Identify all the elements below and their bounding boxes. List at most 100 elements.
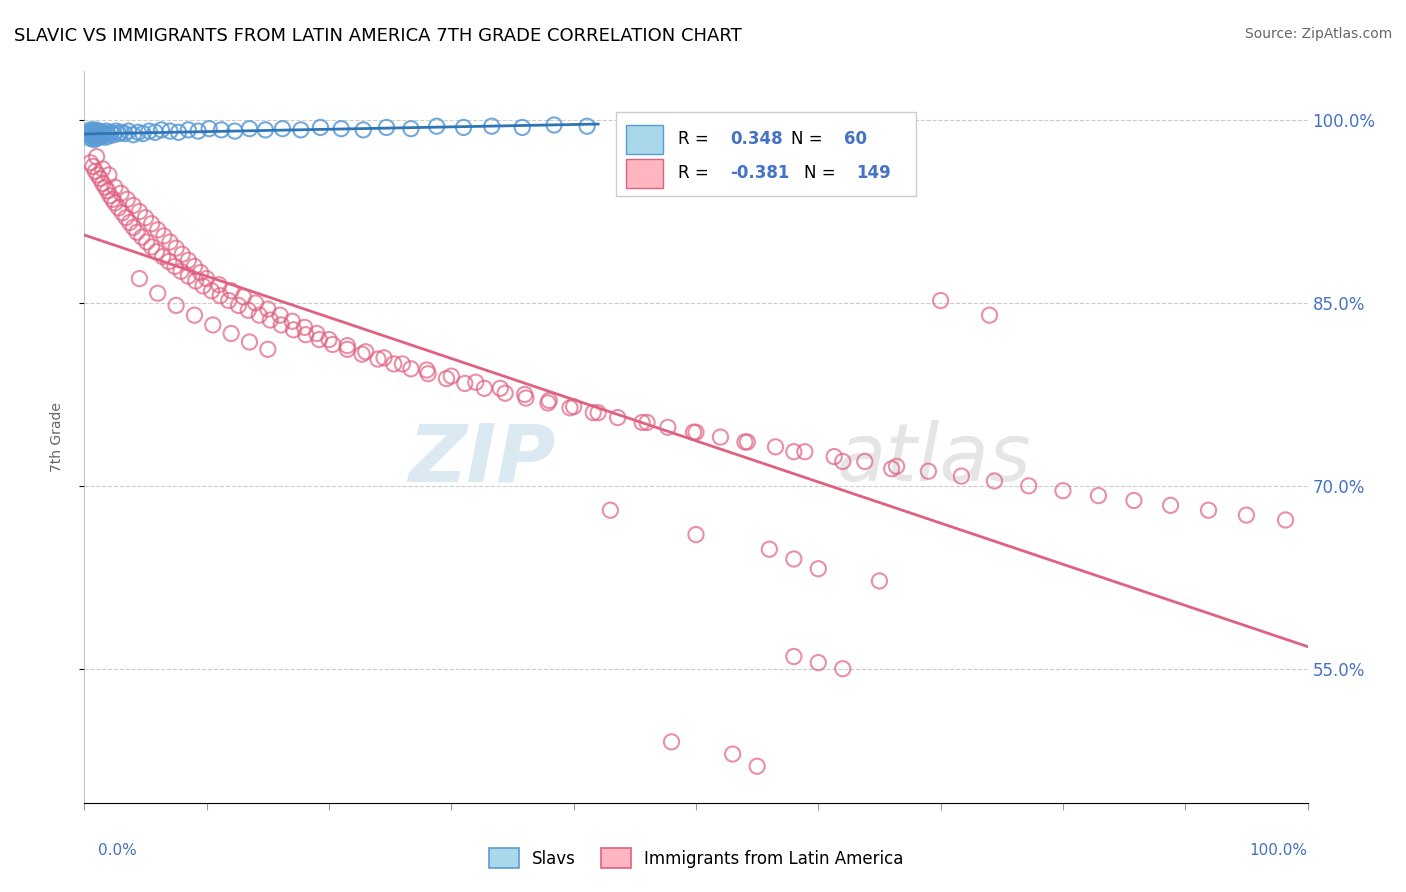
Point	[281, 314, 304, 328]
Point	[135, 235, 157, 249]
Point	[184, 274, 207, 288]
Point	[979, 308, 1001, 322]
Point	[153, 228, 176, 243]
Point	[1122, 493, 1144, 508]
Point	[886, 459, 908, 474]
Point	[105, 124, 128, 138]
Point	[464, 376, 486, 390]
Point	[159, 124, 181, 138]
Point	[104, 196, 127, 211]
Point	[198, 121, 221, 136]
Point	[373, 351, 395, 365]
Point	[201, 318, 224, 332]
Point	[159, 235, 181, 249]
Point	[122, 198, 145, 212]
Point	[599, 503, 621, 517]
Point	[224, 124, 246, 138]
Point	[636, 416, 658, 430]
Point	[117, 124, 139, 138]
Point	[399, 361, 422, 376]
Point	[146, 223, 169, 237]
Point	[200, 284, 222, 298]
Point	[91, 177, 114, 191]
Point	[86, 150, 108, 164]
Point	[172, 247, 194, 261]
Point	[606, 410, 628, 425]
Point	[270, 318, 292, 332]
Point	[89, 127, 111, 141]
Point	[97, 168, 120, 182]
Point	[823, 450, 845, 464]
Point	[721, 747, 744, 761]
Text: 0.348: 0.348	[730, 129, 783, 148]
Point	[122, 128, 145, 142]
Point	[79, 131, 101, 145]
Point	[416, 363, 439, 377]
Point	[352, 123, 374, 137]
Point	[107, 201, 129, 215]
Point	[135, 211, 157, 225]
Point	[82, 160, 104, 174]
Point	[128, 204, 150, 219]
Point	[79, 155, 101, 169]
Point	[582, 406, 605, 420]
Point	[219, 326, 242, 341]
Point	[163, 260, 186, 274]
Point	[399, 121, 422, 136]
Point	[950, 469, 973, 483]
Text: R =: R =	[678, 129, 714, 148]
Point	[96, 124, 118, 138]
Point	[138, 124, 160, 138]
Point	[489, 381, 512, 395]
Point	[157, 254, 180, 268]
Point	[758, 542, 780, 557]
Point	[146, 286, 169, 301]
Point	[537, 396, 560, 410]
Point	[1274, 513, 1296, 527]
Point	[354, 344, 377, 359]
Point	[141, 217, 163, 231]
Point	[853, 454, 876, 468]
Point	[143, 125, 166, 139]
Point	[481, 120, 503, 134]
Point	[983, 474, 1005, 488]
Point	[510, 120, 533, 135]
Point	[290, 123, 312, 137]
Point	[416, 367, 439, 381]
Point	[929, 293, 952, 308]
Point	[1052, 483, 1074, 498]
Point	[783, 552, 806, 566]
Point	[94, 180, 117, 194]
Point	[97, 128, 120, 143]
Point	[84, 128, 107, 143]
Point	[110, 125, 132, 139]
Point	[238, 303, 260, 318]
Point	[1018, 479, 1040, 493]
Point	[209, 123, 232, 137]
Point	[734, 434, 756, 449]
Point	[562, 400, 585, 414]
Point	[586, 406, 609, 420]
Point	[87, 128, 110, 142]
Point	[77, 125, 100, 139]
Point	[657, 420, 679, 434]
Point	[80, 124, 103, 138]
Point	[807, 656, 830, 670]
Point	[103, 128, 125, 142]
Point	[685, 425, 707, 440]
Point	[91, 125, 114, 139]
Point	[131, 230, 153, 244]
Point	[187, 124, 209, 138]
FancyBboxPatch shape	[626, 125, 664, 154]
Point	[87, 130, 110, 145]
Point	[83, 127, 105, 141]
Point	[472, 381, 495, 395]
Point	[831, 662, 853, 676]
Point	[87, 124, 110, 138]
Point	[90, 128, 112, 143]
Text: 60: 60	[844, 129, 868, 148]
Point	[228, 298, 250, 312]
Point	[190, 265, 212, 279]
Point	[238, 121, 260, 136]
Point	[125, 225, 148, 239]
